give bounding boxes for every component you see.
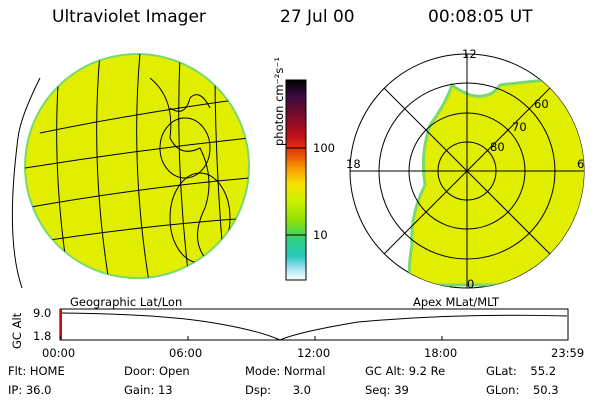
colorbar — [285, 79, 307, 281]
status-flt-value: HOME — [29, 364, 65, 378]
status-glon-value: 50.3 — [532, 383, 559, 397]
status-seq-value: 39 — [394, 383, 409, 397]
gc-alt-tick-1-8: 1.8 — [33, 329, 52, 343]
status-flt: Flt: HOME — [8, 364, 65, 378]
status-glon-label: GLon: — [486, 383, 520, 397]
status-door-value: Open — [158, 364, 190, 378]
geo-panel-label: Geographic Lat/Lon — [70, 295, 183, 309]
colorbar-tick-10: 10 — [313, 228, 328, 242]
time-label: 00:08:05 UT — [428, 7, 533, 27]
status-gain-value: 13 — [157, 383, 173, 397]
status-door-label: Door: — [124, 364, 156, 378]
status-mode-label: Mode: — [245, 364, 281, 378]
status-gc-alt: GC Alt: 9.2 Re — [365, 364, 445, 378]
status-ip-label: IP: — [8, 383, 23, 397]
mlat-label-60: 60 — [534, 97, 549, 111]
date-label: 27 Jul 00 — [280, 7, 355, 27]
instrument-title: Ultraviolet Imager — [52, 7, 206, 27]
x-tick-0600: 06:00 — [169, 346, 203, 360]
x-tick-1200: 12:00 — [297, 346, 331, 360]
status-glon: GLon: 50.3 — [486, 383, 559, 397]
apex-panel-label: Apex MLat/MLT — [413, 295, 500, 309]
gc-alt-tick-9: 9.0 — [33, 306, 52, 320]
status-dsp-value: 3.0 — [292, 383, 311, 397]
status-glat-label: GLat: — [486, 364, 517, 378]
mlt-label-18: 18 — [346, 157, 361, 171]
status-seq-label: Seq: — [365, 383, 391, 397]
status-mode-value: Normal — [283, 364, 326, 378]
status-door: Door: Open — [124, 364, 190, 378]
status-ip: IP: 36.0 — [8, 383, 51, 397]
status-ip-value: 36.0 — [25, 383, 52, 397]
geographic-map — [11, 53, 250, 289]
mlt-label-0: 0 — [467, 277, 475, 291]
colorbar-unit-label: photon cm⁻²s⁻¹ — [272, 57, 286, 146]
mlt-label-6: 6 — [577, 157, 585, 171]
status-gc-alt-value: 9.2 Re — [408, 364, 446, 378]
colorbar-tick-100: 100 — [313, 141, 335, 155]
status-seq: Seq: 39 — [365, 383, 409, 397]
status-flt-label: Flt: — [8, 364, 27, 378]
altitude-timeline — [59, 308, 569, 341]
status-glat: GLat: 55.2 — [486, 364, 556, 378]
status-mode: Mode: Normal — [245, 364, 325, 378]
status-dsp-label: Dsp: — [245, 383, 272, 397]
status-dsp: Dsp: 3.0 — [245, 383, 311, 397]
x-tick-2359: 23:59 — [551, 346, 585, 360]
mlat-label-70: 70 — [512, 120, 527, 134]
x-tick-1800: 18:00 — [424, 346, 458, 360]
apex-polar-plot — [349, 53, 585, 289]
mlt-label-12: 12 — [462, 47, 477, 61]
gc-alt-axis-label: GC Alt — [10, 312, 24, 349]
mlat-label-80: 80 — [490, 140, 505, 154]
x-tick-0000: 00:00 — [42, 346, 76, 360]
status-gc-alt-label: GC Alt: — [365, 364, 406, 378]
status-gain-label: Gain: — [124, 383, 155, 397]
status-gain: Gain: 13 — [124, 383, 173, 397]
status-glat-value: 55.2 — [530, 364, 557, 378]
